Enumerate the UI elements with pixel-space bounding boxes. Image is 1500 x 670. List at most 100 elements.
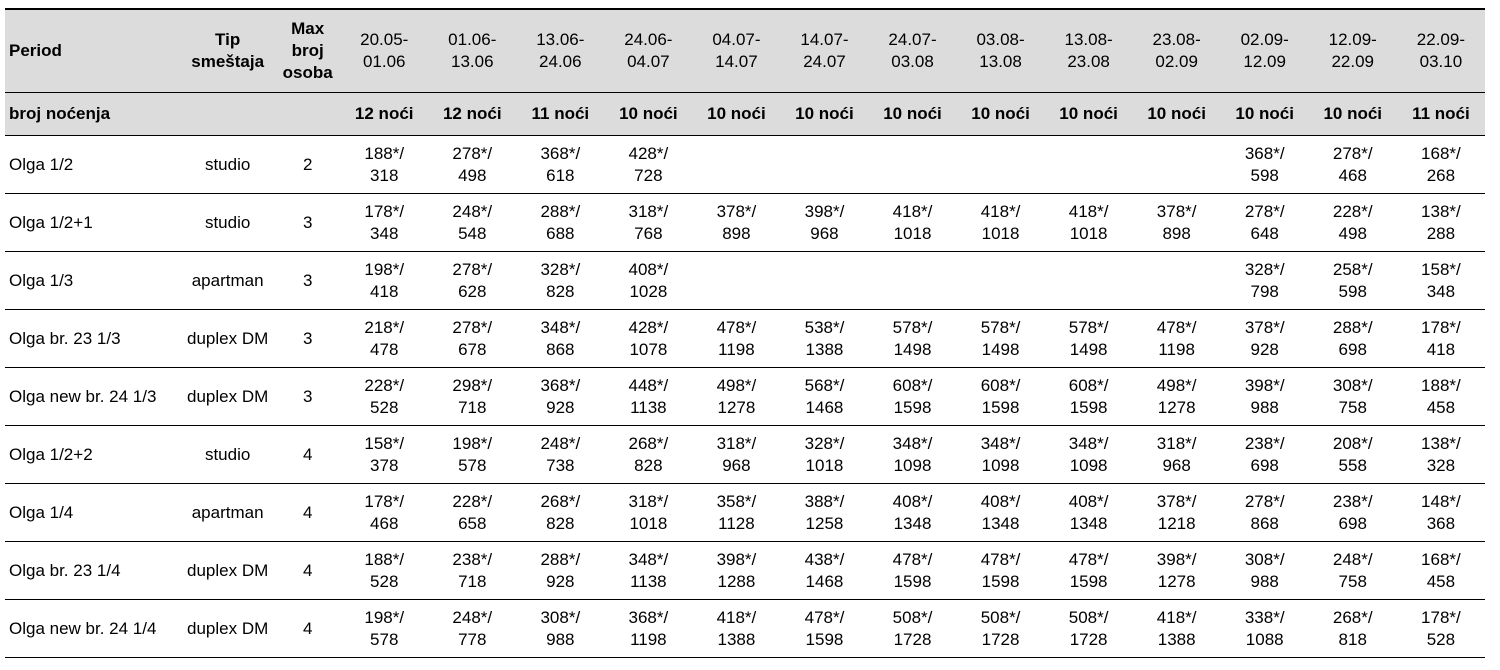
price-text: 658 [458,513,487,533]
unit-max: 3 [275,309,341,368]
price-text: 398*/ [716,549,757,569]
unit-type: duplex DM [180,367,276,426]
price-cell: 278*/498 [428,135,517,194]
period-text: 13.06 [451,52,494,71]
period-text: 04.07 [627,52,670,71]
period-text: 12.09 [1243,52,1286,71]
price-text: 1018 [805,455,844,475]
price-cell: 278*/678 [428,309,517,368]
price-text: 1288 [717,571,756,591]
price-cell: 258*/598 [1308,251,1397,310]
nights-text: 10 noći [971,104,1030,123]
price-cell: 188*/528 [340,541,429,600]
unit-text: Olga 1/2+2 [9,444,93,464]
price-text: 1598 [981,397,1020,417]
price-text: 228*/ [364,375,405,395]
header-row: Period Tip smeštaja Max broj osoba 20.05- 01.06… [5,8,1485,93]
price-text: 988 [546,629,575,649]
price-cell: 388*/1258 [780,483,869,542]
price-cell: 208*/558 [1308,425,1397,484]
price-cell: 278*/868 [1220,483,1309,542]
period-text: 24.07- [888,30,937,49]
price-text: 278*/ [452,143,493,163]
price-text: 318 [370,165,399,185]
price-text: 318*/ [628,201,669,221]
nights-text: 10 noći [707,104,766,123]
price-cell: 478*/1598 [1044,541,1133,600]
price-text: 478 [370,339,399,359]
max-text: 3 [302,270,313,290]
unit-max: 2 [275,135,341,194]
price-cell: 268*/828 [604,425,693,484]
nights-cell: 10 noći [1220,92,1309,136]
period-text: 14.07- [800,30,849,49]
price-text: 478*/ [892,549,933,569]
price-text: 528 [370,571,399,591]
price-cell: 398*/1288 [692,541,781,600]
header-cell: Tip smeštaja [180,8,276,93]
price-text: 458 [1426,397,1456,417]
price-cell: 278*/648 [1220,193,1309,252]
unit-max: 3 [275,367,341,426]
price-text: 988 [1250,571,1279,591]
price-cell: 398*/968 [780,193,869,252]
price-cell: 308*/758 [1308,367,1397,426]
price-text: 278*/ [1244,201,1285,221]
price-text: 1278 [717,397,756,417]
price-text: 248*/ [452,201,493,221]
price-cell: 608*/1598 [868,367,957,426]
price-text: 718 [458,571,487,591]
price-text: 478*/ [804,607,845,627]
price-text: 458 [1426,571,1456,591]
price-text: 1598 [893,571,932,591]
price-cell: 368*/928 [516,367,605,426]
data-row: Olga br. 23 1/3 duplex DM 3 218*/478 278*/67… [5,309,1485,368]
empty-cell [275,92,341,136]
period-text: 12.09- [1328,30,1377,49]
empty-cell [180,92,276,136]
type-text: studio [204,154,251,174]
price-text: 278*/ [452,259,493,279]
price-text: 378*/ [1244,317,1285,337]
price-text: 498*/ [716,375,757,395]
nights-text: 11 noći [531,104,590,123]
price-cell: 228*/498 [1308,193,1397,252]
type-text: duplex DM [187,328,269,348]
price-text: 1018 [1069,223,1108,243]
price-cell: 418*/1018 [956,193,1045,252]
price-text: 498*/ [1156,375,1197,395]
price-cell: 238*/698 [1220,425,1309,484]
price-text: 698 [1338,339,1367,359]
price-text: 328*/ [540,259,581,279]
max-text: 4 [302,444,313,464]
price-text: 1198 [718,339,755,359]
price-cell: 188*/458 [1396,367,1485,426]
price-text: 1728 [1069,629,1108,649]
price-text: 418 [1426,339,1456,359]
price-cell: 418*/1388 [1132,599,1221,658]
period-header: 13.08- 23.08 [1044,8,1133,93]
price-text: 578*/ [980,317,1021,337]
price-cell: 408*/1028 [604,251,693,310]
price-text: 318*/ [628,491,669,511]
price-text: 378*/ [1156,491,1197,511]
type-text: apartman [191,502,264,522]
nights-cell: 12 noći [340,92,429,136]
price-text: 418*/ [892,201,933,221]
period-header: 14.07- 24.07 [780,8,869,93]
unit-type: duplex DM [180,599,276,658]
price-cell [956,135,1045,194]
price-text: 548 [458,223,487,243]
unit-name: Olga 1/4 [5,483,181,542]
price-text: 828 [546,281,575,301]
price-text: 508*/ [1068,607,1109,627]
unit-type: duplex DM [180,309,276,368]
price-text: 1388 [805,339,844,359]
price-text: 1018 [629,513,668,533]
price-text: 328 [1426,455,1456,475]
price-cell: 508*/1728 [868,599,957,658]
price-text: 348*/ [628,549,669,569]
nights-cell: 11 noći [1396,92,1485,136]
data-row: Olga 1/4 apartman 4 178*/468 228*/658 268*/82… [5,483,1485,542]
price-text: 178*/ [1421,317,1461,337]
